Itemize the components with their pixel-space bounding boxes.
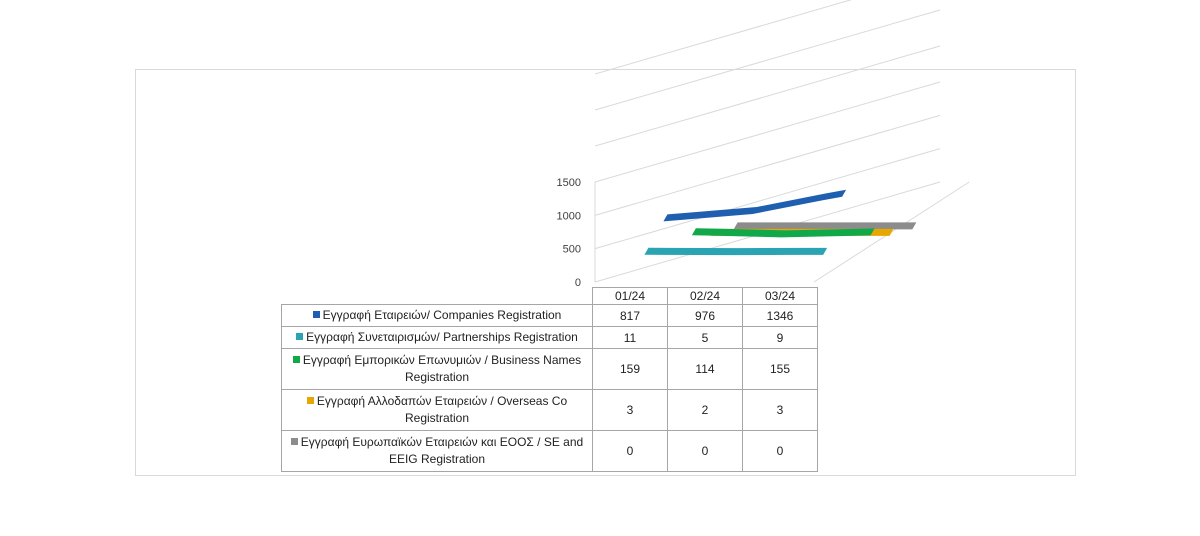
legend-swatch	[312, 311, 320, 318]
series-label: Εγγραφή Συνεταιρισμών/ Partnerships Regi…	[306, 330, 578, 344]
table-cell: 1346	[742, 304, 818, 327]
gridline	[594, 0, 853, 75]
y-tick-label: 0	[575, 277, 581, 289]
table-cell: 2	[667, 389, 743, 431]
table-cell: 3	[592, 389, 668, 431]
table-cell: 11	[592, 326, 668, 349]
series-label: Εγγραφή Εταιρειών/ Companies Registratio…	[322, 308, 562, 322]
y-tick-label: 1000	[557, 210, 581, 222]
table-row: Εγγραφή Εμπορικών Επωνυμιών / Business N…	[281, 348, 818, 390]
legend-swatch	[306, 397, 314, 404]
legend-entry: Εγγραφή Εμπορικών Επωνυμιών / Business N…	[281, 348, 593, 390]
table-cell: 159	[592, 348, 668, 390]
table-cell: 5	[667, 326, 743, 349]
gridline	[594, 45, 941, 147]
table-cell: 155	[742, 348, 818, 390]
table-row: Εγγραφή Συνεταιρισμών/ Partnerships Regi…	[281, 326, 818, 349]
series-label: Εγγραφή Αλλοδαπών Εταιρειών / Overseas C…	[316, 394, 568, 425]
legend-swatch	[292, 356, 300, 363]
gridline	[594, 148, 941, 250]
y-tick-label: 1500	[557, 177, 581, 189]
legend-swatch	[296, 333, 304, 340]
legend-swatch	[290, 438, 298, 445]
table-cell: 3	[742, 389, 818, 431]
table-row: Εγγραφή Ευρωπαϊκών Εταιρειών και ΕΟΟΣ / …	[281, 430, 818, 472]
table-cell: 817	[592, 304, 668, 327]
table-row: Εγγραφή Αλλοδαπών Εταιρειών / Overseas C…	[281, 389, 818, 431]
y-tick-label: 500	[563, 244, 581, 256]
gridline	[594, 81, 941, 183]
table-corner	[281, 287, 593, 305]
table-cell: 0	[592, 430, 668, 472]
category-label: 03/24	[742, 287, 818, 305]
table-header-row: 01/24 02/24 03/24	[281, 287, 818, 305]
series-ribbon	[663, 189, 847, 222]
legend-entry: Εγγραφή Αλλοδαπών Εταιρειών / Overseas C…	[281, 389, 593, 431]
legend-entry: Εγγραφή Εταιρειών/ Companies Registratio…	[281, 304, 593, 327]
table-cell: 976	[667, 304, 743, 327]
gridline	[594, 9, 941, 111]
table-row: Εγγραφή Εταιρειών/ Companies Registratio…	[281, 304, 818, 327]
category-label: 02/24	[667, 287, 743, 305]
table-cell: 114	[667, 348, 743, 390]
data-table: 01/24 02/24 03/24 Εγγραφή Εταιρειών/ Com…	[281, 287, 818, 472]
series-label: Εγγραφή Εμπορικών Επωνυμιών / Business N…	[302, 353, 582, 384]
legend-entry: Εγγραφή Ευρωπαϊκών Εταιρειών και ΕΟΟΣ / …	[281, 430, 593, 472]
series-ribbon	[644, 247, 828, 256]
gridline	[594, 114, 941, 216]
series-ribbon	[733, 222, 917, 230]
table-cell: 0	[667, 430, 743, 472]
table-cell: 0	[742, 430, 818, 472]
table-cell: 9	[742, 326, 818, 349]
legend-entry: Εγγραφή Συνεταιρισμών/ Partnerships Regi…	[281, 326, 593, 349]
series-ribbon	[691, 228, 875, 238]
category-label: 01/24	[592, 287, 668, 305]
series-label: Εγγραφή Ευρωπαϊκών Εταιρειών και ΕΟΟΣ / …	[300, 435, 584, 466]
